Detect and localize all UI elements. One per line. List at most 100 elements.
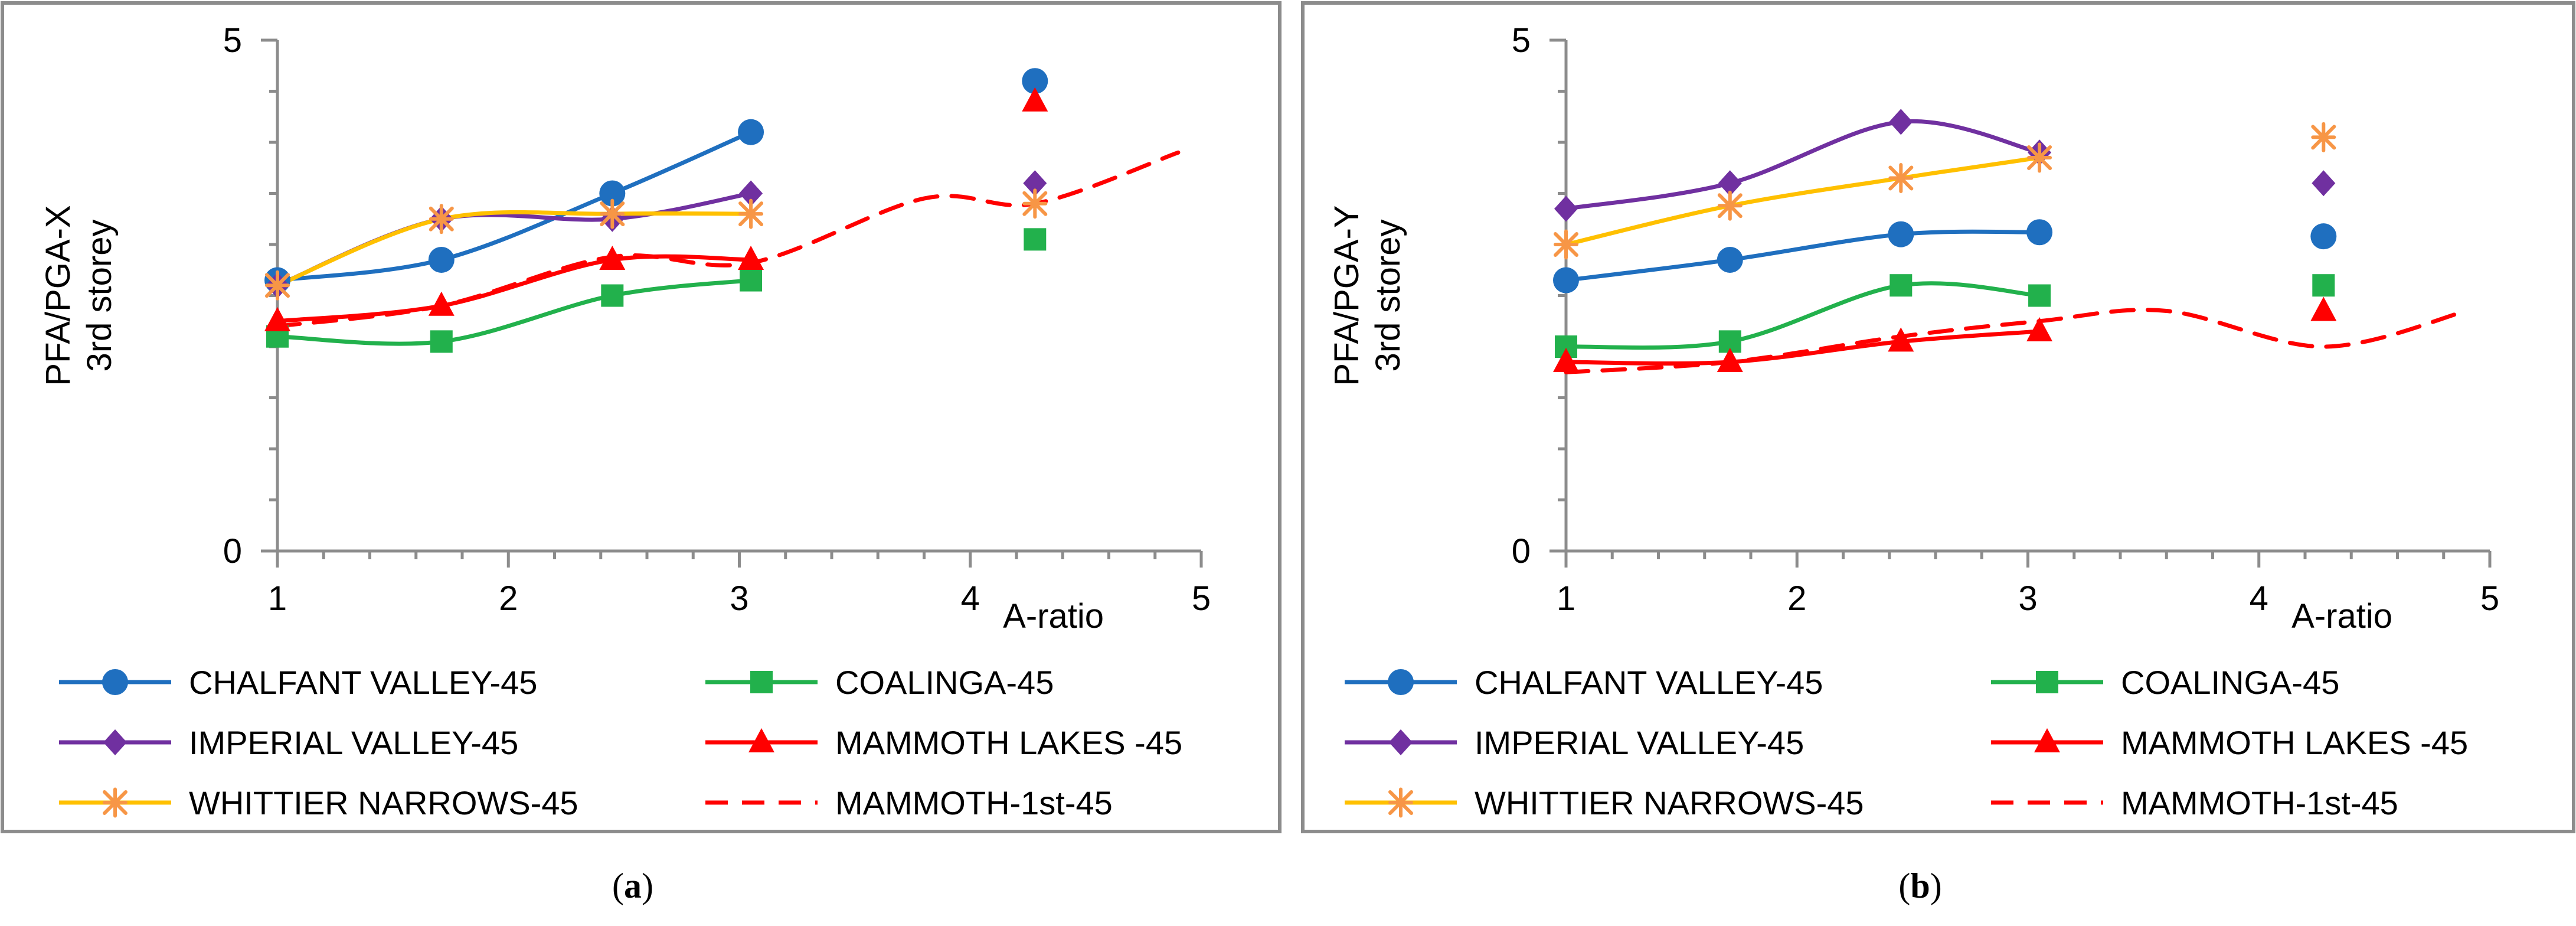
data-point [429, 204, 454, 234]
data-point [1888, 221, 1914, 247]
legend-marker [748, 728, 774, 752]
series-line-2 [1564, 119, 2042, 211]
data-point [2027, 142, 2052, 173]
x-tick-label: 4 [2250, 579, 2268, 618]
data-point [2026, 219, 2053, 246]
legend-label: IMPERIAL VALLEY-45 [189, 724, 518, 761]
data-point [428, 291, 455, 316]
legend-label: COALINGA-45 [2121, 664, 2339, 701]
y-axis-label: PFA/PGA-Y 3rd storey [1328, 205, 1407, 386]
legend-marker [102, 669, 128, 695]
data-point [264, 307, 290, 331]
series-line-4 [1564, 155, 2042, 247]
legend-marker [1388, 669, 1414, 695]
data-point [2028, 284, 2051, 307]
data-point [599, 180, 626, 207]
data-point [1889, 274, 1913, 297]
legend-marker [1389, 729, 1413, 755]
x-tick-label: 4 [961, 579, 980, 618]
legend-marker [103, 729, 127, 755]
x-tick-label: 3 [2018, 579, 2037, 618]
series-line-4 [275, 210, 753, 288]
y-tick-label: 0 [223, 532, 242, 570]
data-point [1553, 347, 1579, 372]
y-tick-label: 5 [223, 21, 242, 60]
data-point [1554, 229, 1578, 260]
x-tick-label: 1 [1557, 579, 1575, 618]
series-line-1 [275, 278, 753, 346]
series-line-0 [1564, 229, 2042, 282]
x-tick-label: 2 [1787, 579, 1806, 618]
chart-a: 0 5 1 2 3 4 5 A-ratio PFA/PGA-X 3rd storey CHALFAN… [39, 21, 1211, 821]
data-point [2026, 317, 2053, 342]
series-line-3 [1564, 329, 2042, 366]
series-line-3 [275, 254, 753, 324]
legend-item: CHALFANT VALLEY-45 [1345, 664, 1823, 701]
legend-item: IMPERIAL VALLEY-45 [59, 724, 518, 761]
data-point [738, 119, 764, 145]
legend-label: MAMMOTH-1st-45 [835, 784, 1113, 821]
data-point [740, 269, 763, 292]
series-line-1 [1564, 281, 2042, 350]
data-point-extra [1024, 228, 1047, 251]
data-point [600, 198, 625, 229]
x-tick-label: 1 [268, 579, 287, 618]
x-tick-label: 5 [1192, 579, 1211, 618]
legend-label: WHITTIER NARROWS-45 [1475, 784, 1864, 821]
legend-marker [750, 671, 773, 693]
x-tick-label: 5 [2480, 579, 2499, 618]
series-line-0 [275, 130, 753, 282]
legend-marker [2036, 671, 2058, 693]
legend-item: CHALFANT VALLEY-45 [59, 664, 537, 701]
legend-item: COALINGA-45 [705, 664, 1054, 701]
legend-item: WHITTIER NARROWS-45 [59, 784, 578, 821]
y-axis-label: PFA/PGA-X 3rd storey [39, 205, 119, 386]
legend-label: COALINGA-45 [835, 664, 1054, 701]
data-point [601, 284, 624, 307]
data-point [1717, 347, 1743, 372]
legend-label: MAMMOTH-1st-45 [2121, 784, 2398, 821]
data-point [1717, 246, 1743, 273]
data-point [738, 198, 764, 229]
y-axis-label-line2: 3rd storey [1369, 220, 1407, 372]
data-point-extra [2312, 170, 2336, 197]
legend-label: CHALFANT VALLEY-45 [1475, 664, 1823, 701]
data-point [265, 270, 290, 301]
panel-a-frame [1, 1, 1282, 833]
y-tick-label: 5 [1512, 21, 1531, 60]
data-point [738, 245, 764, 270]
x-axis-label: A-ratio [1003, 597, 1104, 635]
legend-label: MAMMOTH LAKES -45 [2121, 724, 2468, 761]
legend-label: IMPERIAL VALLEY-45 [1475, 724, 1804, 761]
legend-item: MAMMOTH-1st-45 [705, 784, 1113, 821]
legend-item: MAMMOTH LAKES -45 [705, 724, 1182, 761]
x-tick-label: 3 [730, 579, 748, 618]
data-point [430, 330, 453, 353]
data-point-extra [1023, 170, 1047, 197]
chart-b: 0 5 1 2 3 4 5 A-ratio PFA/PGA-Y 3rd storey CHALFAN… [1328, 21, 2499, 821]
legend-marker [103, 787, 128, 818]
data-point [1889, 109, 1913, 135]
data-point [1888, 163, 1914, 194]
y-tick-label: 0 [1512, 532, 1531, 570]
data-point-extra [2310, 296, 2337, 321]
legend-label: WHITTIER NARROWS-45 [189, 784, 578, 821]
legend-item: WHITTIER NARROWS-45 [1345, 784, 1864, 821]
caption-a: (a) [612, 866, 653, 905]
x-axis-label: A-ratio [2291, 597, 2392, 635]
legend-label: CHALFANT VALLEY-45 [189, 664, 537, 701]
panel-b-frame [1301, 1, 2575, 833]
legend-item: COALINGA-45 [1991, 664, 2339, 701]
data-point-extra [2310, 223, 2337, 250]
data-point [428, 246, 455, 273]
data-point-extra [1022, 68, 1048, 94]
data-point-extra [1022, 87, 1048, 112]
data-point-extra [2312, 274, 2335, 297]
data-point [739, 180, 763, 207]
legend-marker [1388, 787, 1413, 818]
data-point [1717, 190, 1743, 221]
data-point [1553, 267, 1579, 294]
legend-marker [2034, 728, 2060, 752]
data-point [1888, 327, 1914, 352]
